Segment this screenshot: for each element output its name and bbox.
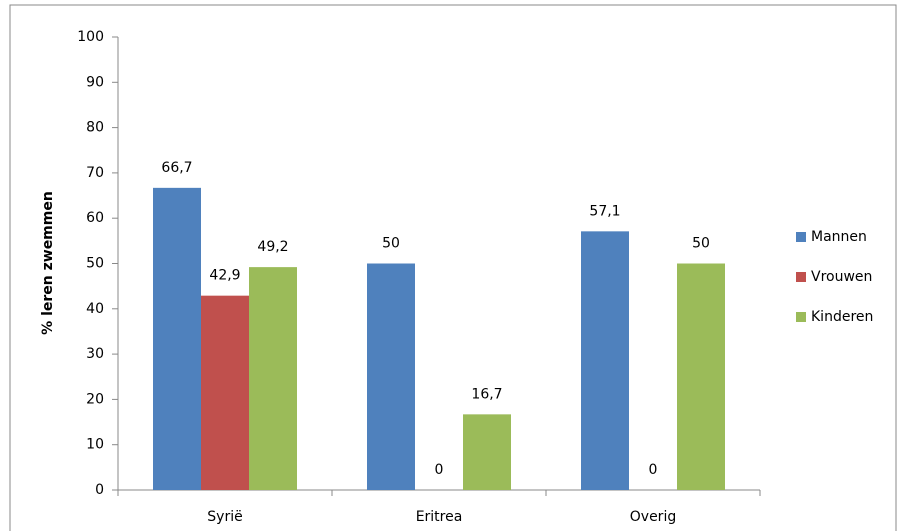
y-tick-label: 80 [86, 120, 104, 136]
chart-frame [9, 4, 897, 531]
y-tick-label: 100 [77, 29, 104, 45]
bar [201, 295, 249, 490]
data-label: 66,7 [161, 160, 192, 176]
y-tick-label: 20 [86, 391, 104, 407]
data-label: 49,2 [257, 239, 288, 255]
data-label: 42,9 [209, 268, 240, 284]
data-label: 16,7 [471, 386, 502, 402]
y-tick-label: 50 [86, 256, 104, 272]
y-tick-label: 70 [86, 165, 104, 181]
legend-swatch [796, 312, 806, 322]
y-tick-label: 60 [86, 210, 104, 226]
bar [677, 263, 725, 490]
y-tick-label: 90 [86, 74, 104, 90]
bar [463, 414, 511, 490]
data-label: 57,1 [589, 203, 620, 219]
bar [581, 231, 629, 490]
y-tick-label: 0 [95, 482, 104, 498]
data-label: 0 [649, 462, 658, 478]
x-tick-label: Overig [630, 509, 676, 525]
bar [367, 263, 415, 490]
data-label: 50 [382, 236, 400, 252]
data-label: 0 [435, 462, 444, 478]
y-axis-label: % leren zwemmen [40, 191, 56, 335]
x-tick-label: Eritrea [416, 509, 463, 525]
x-tick-label: Syrië [207, 509, 242, 525]
y-tick-label: 10 [86, 437, 104, 453]
bar [153, 187, 201, 490]
y-tick-label: 30 [86, 346, 104, 362]
legend-swatch [796, 232, 806, 242]
legend-label: Mannen [811, 229, 867, 245]
bar [249, 267, 297, 490]
legend-swatch [796, 272, 806, 282]
legend-label: Kinderen [811, 309, 873, 325]
legend-label: Vrouwen [811, 269, 872, 285]
data-label: 50 [692, 236, 710, 252]
y-tick-label: 40 [86, 301, 104, 317]
